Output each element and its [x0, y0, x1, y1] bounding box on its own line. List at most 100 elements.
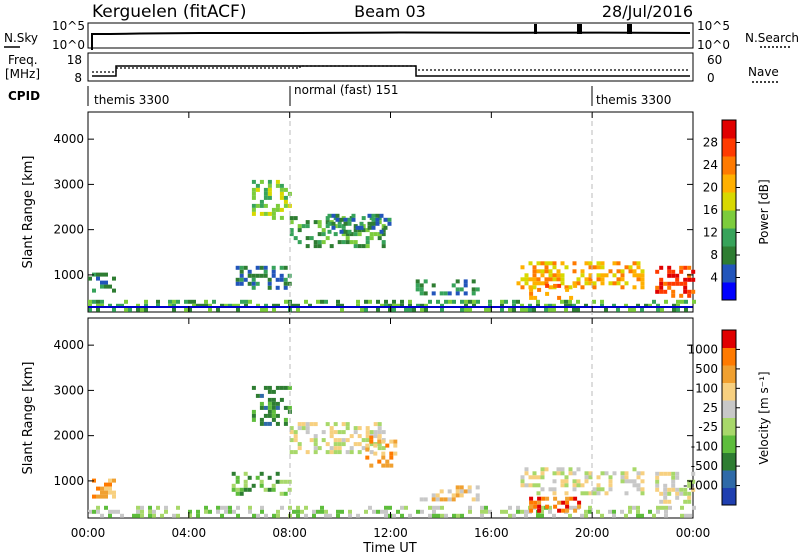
heatmap-cell [353, 232, 358, 237]
heatmap-cell [561, 500, 566, 505]
heatmap-cell [600, 273, 605, 278]
freq-label-line1: Freq. [8, 53, 38, 67]
heatmap-cell [540, 487, 545, 492]
heatmap-cell [537, 500, 542, 505]
heatmap-cell [436, 299, 440, 304]
heatmap-cell [580, 269, 585, 274]
colorbar-swatch [722, 282, 736, 301]
heatmap-cell [687, 483, 692, 488]
heatmap-cell [267, 421, 272, 426]
heatmap-cell [400, 299, 404, 304]
heatmap-cell [361, 446, 366, 451]
heatmap-cell [675, 495, 680, 500]
heatmap-cell [600, 513, 604, 518]
heatmap-cell [377, 422, 382, 427]
heatmap-cell [536, 281, 541, 286]
heatmap-cell [459, 489, 464, 494]
heatmap-cell [348, 509, 352, 514]
heatmap-cell [572, 281, 577, 286]
heatmap-cell [588, 273, 593, 278]
heatmap-cell [356, 299, 360, 304]
heatmap-cell [259, 179, 264, 184]
heatmap-cell [524, 467, 529, 472]
heatmap-cell [216, 307, 220, 312]
heatmap-cell [275, 179, 280, 184]
heatmap-cell [349, 446, 354, 451]
heatmap-cell [336, 299, 340, 304]
heatmap-cell [596, 483, 601, 488]
heatmap-cell [271, 397, 276, 402]
heatmap-cell [568, 285, 573, 290]
heatmap-cell [447, 489, 452, 494]
heatmap-cell [297, 228, 302, 233]
heatmap-cell [204, 505, 208, 510]
heatmap-cell [353, 426, 358, 431]
heatmap-cell [289, 426, 294, 431]
heatmap-cell [548, 303, 552, 308]
frequency-panel: Freq. [MHz] 18 8 60 0 Nave [5, 52, 780, 85]
heatmap-cell [283, 265, 288, 270]
heatmap-cell [640, 307, 644, 312]
heatmap-cell [369, 450, 374, 455]
heatmap-cell [564, 483, 569, 488]
heatmap-cell [476, 299, 480, 304]
heatmap-cell [317, 240, 322, 245]
heatmap-cell [576, 307, 580, 312]
heatmap-cell [377, 439, 382, 444]
heatmap-cell [569, 496, 574, 501]
heatmap-cell [580, 491, 585, 496]
heatmap-cell [683, 277, 688, 282]
heatmap-cell [271, 413, 276, 418]
heatmap-cell [671, 269, 676, 274]
heatmap-cell [325, 422, 330, 427]
heatmap-cell [348, 513, 352, 518]
heatmap-cell [624, 281, 629, 286]
heatmap-cell [440, 307, 444, 312]
heatmap-cell [683, 285, 688, 290]
heatmap-cell [545, 291, 550, 296]
heatmap-cell [536, 483, 541, 488]
cpid-label: CPID [8, 89, 40, 103]
heatmap-cell [560, 273, 565, 278]
heatmap-cell [564, 475, 569, 480]
heatmap-cell [336, 509, 340, 514]
heatmap-cell [339, 229, 344, 234]
heatmap-cell [560, 299, 564, 304]
heatmap-cell [691, 289, 696, 294]
heatmap-cell [608, 483, 613, 488]
heatmap-cell [480, 513, 484, 518]
heatmap-cell [379, 229, 384, 234]
heatmap-cell [584, 479, 589, 484]
heatmap-cell [584, 509, 588, 514]
heatmap-cell [259, 265, 264, 270]
heatmap-cell [524, 307, 528, 312]
heatmap-cell [116, 303, 120, 308]
heatmap-cell [313, 422, 318, 427]
colorbar-swatch [722, 228, 736, 247]
heatmap-cell [375, 217, 380, 222]
heatmap-cell [463, 489, 468, 494]
heatmap-cell [659, 285, 664, 290]
heatmap-cell [588, 277, 593, 282]
heatmap-cell [544, 261, 549, 266]
heatmap-cell [331, 225, 336, 230]
heatmap-cell [369, 430, 374, 435]
heatmap-cell [144, 299, 148, 304]
heatmap-cell [104, 505, 108, 510]
heatmap-cell [656, 509, 660, 514]
heatmap-cell [152, 509, 156, 514]
heatmap-cell [529, 504, 534, 509]
colorbar-swatch [722, 365, 736, 383]
heatmap-cell [608, 269, 613, 274]
heatmap-cell [612, 273, 617, 278]
colorbar-swatch [722, 264, 736, 283]
heatmap-cell [365, 434, 370, 439]
heatmap-cell [239, 491, 244, 496]
heatmap-cell [260, 505, 264, 510]
heatmap-cell [100, 303, 104, 308]
heatmap-cell [263, 385, 268, 390]
heatmap-cell [287, 487, 292, 492]
heatmap-cell [280, 505, 284, 510]
heatmap-cell [475, 497, 480, 502]
heatmap-cell [553, 504, 558, 509]
